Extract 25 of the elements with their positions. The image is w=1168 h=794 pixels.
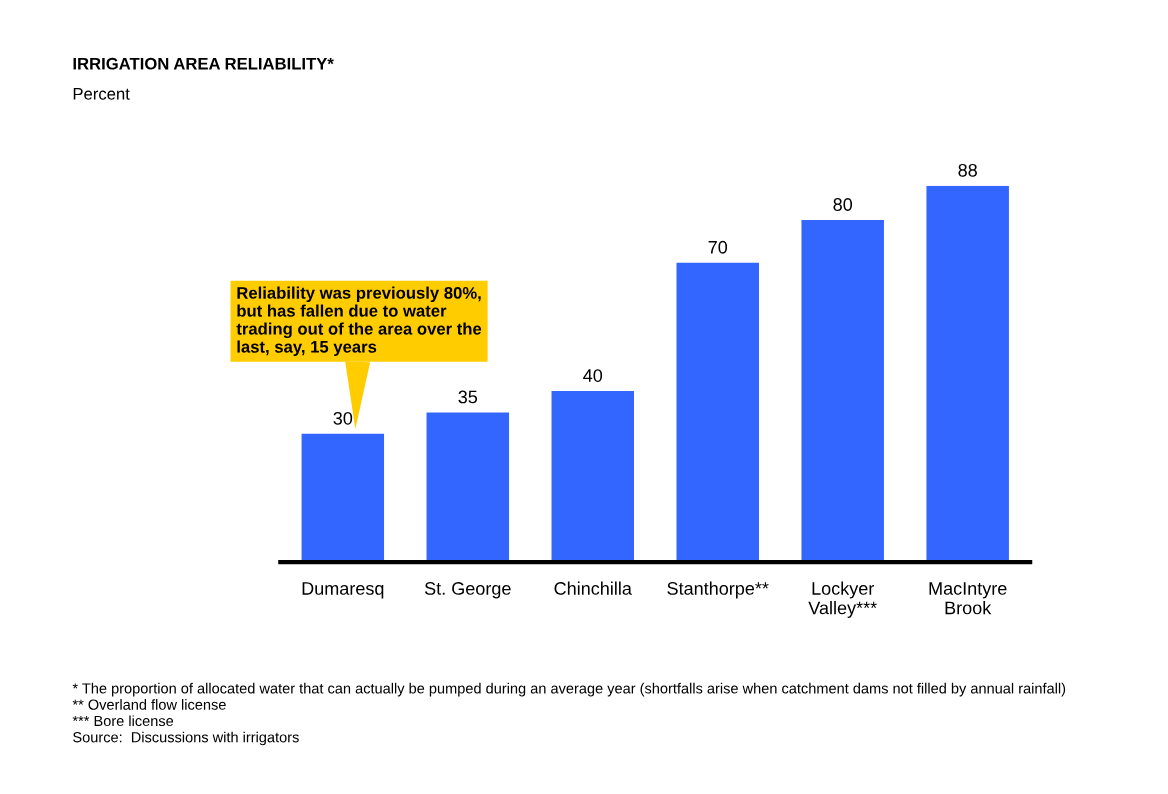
data-label: 70 [708, 240, 728, 254]
annotation: Reliability was previously 80%, but has fallen due to water trading out of the area over the last, say, 15 years [236, 286, 482, 357]
data-label: 80 [833, 198, 853, 211]
x-tick-label: Chinchilla [554, 581, 632, 595]
text: ** Overland flow license [72, 699, 226, 710]
data-label: 30 [333, 411, 353, 425]
data-label: 88 [958, 163, 977, 177]
bar [551, 391, 634, 563]
x-tick-label: Dumaresq [302, 582, 384, 599]
x-tick-label: MacIntyre Brook [929, 582, 1007, 615]
bar [301, 433, 385, 563]
chart-title: IRRIGATION AREA RELIABILITY* [73, 57, 334, 70]
data-label: 40 [583, 369, 603, 382]
data-label: 35 [458, 390, 478, 404]
text: * The proportion of allocated water that can actually be pumped during an average year (shortfalls arise when catchment dams not filled by annual rainfall) [72, 682, 1066, 697]
x-tick-label: Lockyer Valley*** [808, 581, 877, 618]
text: *** Bore license [72, 715, 174, 727]
bar [926, 185, 1009, 563]
bar [801, 220, 884, 563]
bar [676, 262, 759, 563]
x-tick-label: Stanthorpe** [667, 581, 769, 599]
text: Percent [73, 88, 130, 100]
bar [426, 412, 510, 563]
x-tick-label: St. George [424, 582, 511, 599]
source-note: Source: Discussions with irrigators [73, 731, 299, 746]
